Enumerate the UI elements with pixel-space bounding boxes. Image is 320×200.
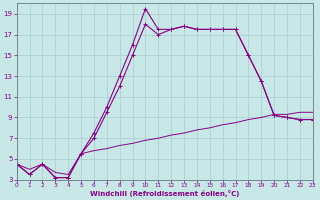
X-axis label: Windchill (Refroidissement éolien,°C): Windchill (Refroidissement éolien,°C) — [90, 190, 239, 197]
